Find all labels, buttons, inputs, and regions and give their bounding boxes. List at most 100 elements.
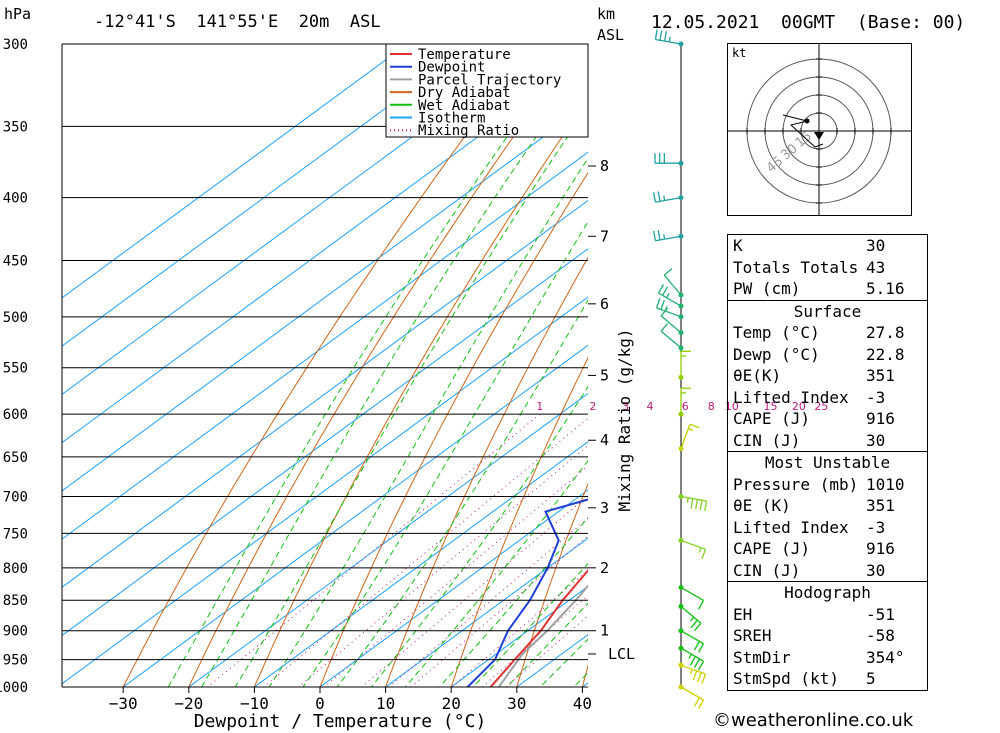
mu-value: 351 (866, 496, 895, 515)
pressure-tick-label: 350 (3, 119, 28, 135)
mixing-ratio-label: 4 (646, 400, 653, 413)
wind-barb-shaft (680, 539, 706, 550)
wind-barb-flag (689, 656, 696, 666)
x-tick-label: 20 (442, 694, 461, 713)
wind-barb-shaft (680, 495, 707, 502)
surface-label: Temp (°C) (733, 323, 820, 342)
legend-label: Isotherm (418, 111, 485, 127)
asl-unit: ASL (597, 26, 625, 44)
isotherm-line (122, 344, 588, 687)
wind-barb-flag (653, 192, 657, 203)
index-row: K 30 (728, 235, 927, 257)
pressure-tick-label: 300 (3, 37, 28, 53)
isotherm-line (319, 489, 588, 687)
hodograph-unit: kt (732, 46, 747, 60)
parcel-trajectory-profile (497, 584, 588, 687)
mixing-ratio-label: 20 (792, 400, 806, 413)
index-value: 5.16 (866, 279, 905, 298)
hodo-row: StmSpd (kt) 5 (728, 668, 927, 690)
hodo-label: EH (733, 604, 753, 624)
x-tick-label: 0 (315, 694, 325, 713)
wind-barb-flag (663, 268, 673, 276)
wind-barb-flag (693, 658, 701, 668)
isotherm-line (187, 392, 588, 687)
km-label: LCL (608, 645, 635, 663)
wind-barb-shaft (655, 235, 682, 242)
wind-barb-flag (659, 30, 663, 41)
wind-barb-shaft (660, 315, 682, 334)
mu-label: θE (K) (733, 496, 791, 515)
mixing-ratio-axis-label: Mixing Ratio (g/kg) (615, 328, 634, 511)
wind-barb-flag (657, 284, 665, 294)
datetime-title: 12.05.2021 00GMT (Base: 00) (651, 12, 966, 33)
km-label: 6 (600, 295, 609, 313)
wind-barb-half-flag (698, 547, 702, 553)
pressure-tick-label: 400 (3, 191, 28, 207)
hodo-label: SREH (733, 626, 772, 645)
mixing-ratio-line (323, 465, 588, 687)
wind-barb-shaft (655, 197, 682, 203)
index-label: K (733, 236, 743, 255)
wind-barb-shaft (658, 292, 682, 307)
wind-barb-half-flag (666, 293, 670, 299)
mixing-ratio-label: 2 (589, 400, 596, 413)
most-unstable-section: Most Unstable Pressure (mb) 1010 θE (K) 351… (728, 451, 927, 581)
wind-barb-flag (661, 286, 669, 296)
dewpoint-profile (466, 498, 588, 687)
legend-label: Parcel Trajectory (418, 72, 561, 88)
pressure-tick-label: 800 (3, 561, 28, 577)
mu-row: θE (K) 351 (728, 495, 927, 517)
x-tick-label: −30 (109, 694, 138, 713)
isotherm-line (62, 199, 588, 588)
wind-barb-flag (693, 622, 702, 632)
isotherm-line (62, 44, 409, 299)
wind-barb-half-flag (688, 428, 694, 431)
surface-label: Lifted Index (733, 387, 849, 407)
hodo-label: StmSpd (kt) (733, 669, 839, 688)
km-unit: km (597, 5, 616, 23)
surface-row: Dewp (°C) 22.8 (728, 344, 927, 366)
index-row: Totals Totals 43 (728, 257, 927, 279)
mixing-ratio-label: 1 (536, 400, 543, 413)
surface-row: Lifted Index -3 (728, 387, 927, 409)
wind-barb-flag (697, 643, 705, 653)
legend-label: Temperature (418, 47, 511, 63)
km-label: 8 (600, 157, 609, 175)
wind-barb-flag (663, 31, 667, 42)
km-label: 1 (600, 622, 609, 640)
mu-value: 916 (866, 539, 895, 558)
wind-barb-shaft (660, 330, 682, 349)
surface-value: -3 (866, 387, 886, 407)
copyright-footer[interactable]: ©weatheronline.co.uk (713, 710, 914, 731)
mu-row: CAPE (J) 916 (728, 538, 927, 560)
hodograph-point (804, 118, 810, 124)
mixing-ratio-label: 25 (814, 400, 828, 413)
pressure-tick-label: 950 (3, 653, 28, 669)
wind-barb-shaft (656, 307, 682, 318)
mixing-ratio-line (451, 569, 588, 687)
wet-adiabat-line (404, 459, 588, 687)
surface-title: Surface (793, 301, 862, 321)
mixing-ratio-line (481, 594, 588, 687)
hodograph-title: Hodograph (784, 583, 871, 602)
wet-adiabat-line (539, 638, 588, 687)
storm-motion-marker (814, 132, 824, 140)
hodo-row: EH -51 (728, 604, 927, 626)
index-label: Totals Totals (733, 257, 859, 277)
pressure-tick-label: 700 (3, 490, 28, 506)
surface-row: θE(K) 351 (728, 365, 927, 387)
pressure-tick-label: 900 (3, 624, 28, 640)
wind-barb-flag (699, 500, 703, 511)
mu-value: 1010 (866, 474, 905, 494)
mixing-ratio-line (505, 615, 588, 687)
wind-barb-shaft (655, 38, 682, 45)
mu-row: Lifted Index -3 (728, 517, 927, 539)
mu-value: -3 (866, 517, 886, 537)
wind-barb-flag (697, 699, 705, 709)
mu-label: Pressure (mb) (733, 474, 859, 494)
x-axis-label: Dewpoint / Temperature (°C) (194, 711, 487, 732)
legend-box (385, 43, 589, 138)
surface-value: 22.8 (866, 344, 905, 364)
legend-label: Dry Adiabat (418, 85, 511, 101)
